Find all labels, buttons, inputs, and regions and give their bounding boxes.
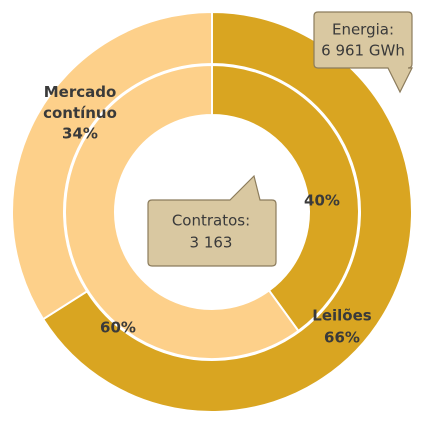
value-label: 34% xyxy=(62,125,98,143)
category-label: Leilões xyxy=(312,307,371,325)
callout-text: 6 961 GWh xyxy=(321,42,405,60)
rings xyxy=(11,10,413,413)
donut-slice xyxy=(64,63,300,360)
donut-slice xyxy=(211,63,360,333)
value-label: 60% xyxy=(100,319,136,337)
labels: Leilões 66% Mercado contínuo 34% 40% 60% xyxy=(43,83,372,347)
callout-text: 3 163 xyxy=(190,234,233,252)
callout-text: Contratos: xyxy=(172,212,250,230)
value-label: 40% xyxy=(304,192,340,210)
value-label: 66% xyxy=(324,329,360,347)
callout-text: Energia: xyxy=(332,21,394,39)
category-label: Mercado contínuo xyxy=(43,83,117,122)
callout-box xyxy=(313,11,413,94)
callout-box xyxy=(147,174,277,267)
